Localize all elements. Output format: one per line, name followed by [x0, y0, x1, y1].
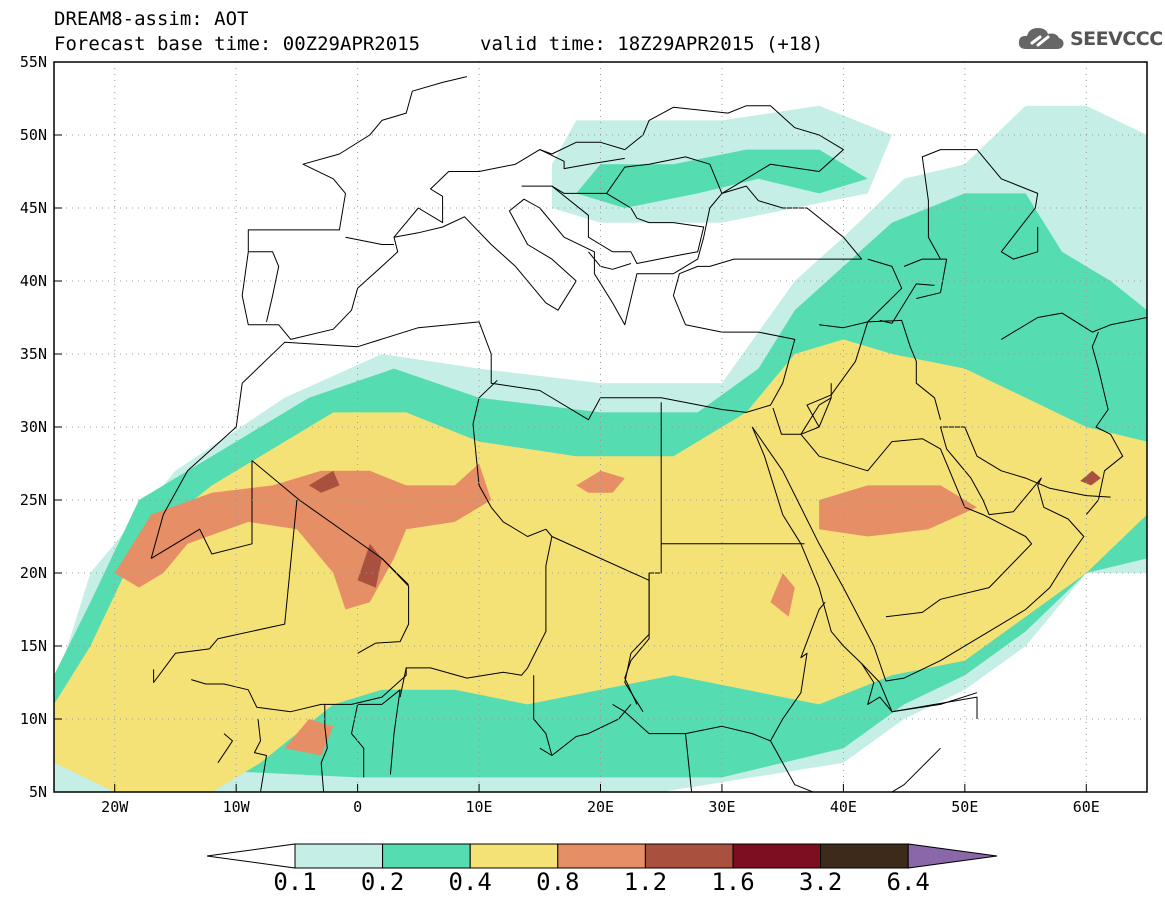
aot-region-10: [357, 543, 382, 588]
border-40: [290, 667, 407, 713]
lat-tick-label: 40N: [20, 272, 47, 290]
cloud-icon: [1018, 28, 1064, 49]
valid-time: valid time: 18Z29APR2015 (+18): [480, 33, 824, 55]
border-19: [521, 156, 723, 194]
aot-region-8: [284, 719, 334, 756]
colorbar-label: 3.2: [798, 868, 843, 896]
border-11: [800, 383, 832, 435]
aot-region-4: [54, 339, 1147, 792]
border-3: [357, 558, 410, 654]
lon-tick-label: 50E: [951, 798, 978, 816]
aot-region-9: [770, 573, 795, 617]
colorbar-label: 0.8: [536, 868, 580, 896]
border-18: [393, 105, 844, 238]
border-14: [800, 433, 1033, 618]
colorbar-swatch: [732, 843, 822, 869]
logo-text: SEEVCCC: [1070, 28, 1163, 50]
aot-shading: [54, 105, 1147, 792]
colorbar-under-arrow: [206, 843, 296, 869]
lon-tick-label: 20E: [587, 798, 614, 816]
colorbar-swatch: [382, 843, 471, 869]
border-20: [551, 185, 705, 264]
border-26: [818, 397, 832, 428]
map-title: DREAM8-assim: AOT: [54, 8, 249, 30]
colorbar-swatch: [644, 843, 734, 869]
border-32: [685, 733, 693, 792]
seevccc-logo: SEEVCCC: [1016, 22, 1163, 56]
border-12: [819, 258, 903, 329]
aot-region-5: [114, 463, 492, 610]
lat-tick-label: 30N: [20, 418, 47, 436]
border-16: [1001, 312, 1147, 340]
border-27: [624, 573, 650, 705]
border-17: [921, 149, 1039, 260]
border-2: [209, 499, 298, 650]
lat-tick-label: 10N: [20, 710, 47, 728]
lat-tick-label: 25N: [20, 491, 47, 509]
colorbar-label: 6.4: [886, 868, 930, 896]
border-5: [472, 379, 498, 425]
lon-tick-label: 10E: [466, 798, 493, 816]
forecast-base-time: Forecast base time: 00Z29APR2015: [54, 33, 421, 55]
lon-tick-label: 60E: [1073, 798, 1100, 816]
colorbar-label: 0.4: [448, 868, 492, 896]
border-33: [539, 704, 632, 756]
border-29: [770, 740, 941, 792]
coastlines: [150, 76, 1147, 792]
border-13: [903, 258, 948, 299]
colorbar-label: 1.2: [623, 868, 668, 896]
lat-tick-label: 20N: [20, 564, 47, 582]
border-10: [772, 319, 941, 435]
border-23: [345, 236, 394, 245]
border-42: [153, 648, 210, 683]
border-15: [1085, 331, 1124, 515]
border-22: [539, 149, 625, 170]
colorbar: [206, 843, 998, 869]
border-39: [217, 733, 233, 764]
lat-tick-label: 55N: [20, 53, 47, 71]
border-24: [248, 251, 280, 323]
colorbar-over-arrow: [907, 843, 998, 869]
lat-tick-label: 50N: [20, 126, 47, 144]
aot-region-12: [1080, 470, 1101, 486]
lon-tick-label: 40E: [830, 798, 857, 816]
lat-tick-label: 45N: [20, 199, 47, 217]
border-38: [253, 718, 267, 792]
lat-tick-label: 5N: [29, 783, 47, 801]
border-25: [879, 283, 935, 324]
colorbar-swatch: [557, 843, 646, 869]
colorbar-swatch: [469, 843, 559, 869]
aot-region-7: [576, 470, 625, 493]
border-28: [770, 601, 826, 742]
border-8: [551, 536, 650, 581]
coastline-0: [150, 76, 863, 559]
lon-tick-label: 10W: [223, 798, 251, 816]
lon-tick-label: 30E: [708, 798, 735, 816]
border-21: [588, 251, 632, 270]
colorbar-swatch: [294, 843, 384, 869]
colorbar-label: 0.1: [273, 868, 317, 896]
lon-tick-label: 20W: [101, 798, 129, 816]
border-4: [472, 424, 553, 537]
lat-tick-label: 35N: [20, 345, 47, 363]
border-0: [150, 460, 253, 559]
border-30: [861, 663, 978, 713]
gulf-coast-0: [751, 426, 1111, 682]
aot-region-6: [819, 485, 977, 537]
colorbar-label: 1.6: [711, 868, 755, 896]
border-34: [533, 675, 553, 756]
border-9: [399, 536, 553, 698]
aot-region-11: [309, 470, 340, 493]
lat-tick-label: 15N: [20, 637, 47, 655]
lon-tick-label: 0: [353, 798, 362, 816]
colorbar-swatch: [820, 843, 909, 869]
axis-ticks: 20W 10W 0 10E 20E 30E 40E 50E 60E 5N 10N 15N 20N 25N 3…: [20, 53, 1100, 816]
colorbar-label: 0.2: [360, 868, 405, 896]
border-35: [357, 689, 401, 775]
gridlines: [54, 62, 1147, 792]
